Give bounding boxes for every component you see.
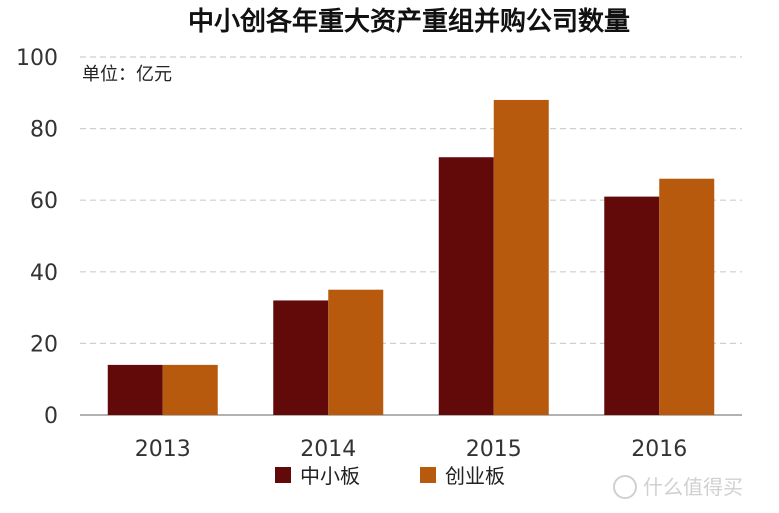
- x-tick-label: 2015: [466, 437, 522, 462]
- chart-title: 中小创各年重大资产重组并购公司数量: [188, 6, 630, 37]
- y-tick-label: 80: [30, 118, 58, 143]
- watermark: 什么值得买: [613, 475, 743, 499]
- bar-2015-series-0: [438, 157, 494, 416]
- y-tick-label: 100: [16, 46, 58, 71]
- watermark-text: 什么值得买: [643, 475, 743, 499]
- legend-label-chuangyeban: 创业板: [445, 464, 505, 488]
- bar-2013-series-1: [162, 364, 218, 415]
- legend-swatch-zhongxiaoban: [275, 467, 291, 483]
- y-tick-label: 40: [30, 261, 58, 286]
- legend-label-zhongxiaoban: 中小板: [300, 464, 360, 488]
- y-tick-label: 60: [30, 189, 58, 214]
- x-tick-label: 2014: [300, 437, 356, 462]
- x-tick-label: 2013: [135, 437, 191, 462]
- logo-icon: [613, 475, 637, 499]
- x-axis-ticks: 2013 2014 2015 2016: [135, 437, 688, 462]
- legend: 中小板 创业板: [275, 464, 505, 488]
- y-axis-ticks: 0 20 40 60 80 100: [16, 46, 58, 429]
- bar-2014-series-0: [273, 300, 329, 415]
- bar-2014-series-1: [328, 289, 384, 415]
- bar-2013-series-0: [107, 364, 163, 415]
- bar-2015-series-1: [493, 99, 549, 416]
- legend-swatch-chuangyeban: [420, 467, 436, 483]
- y-tick-label: 0: [44, 404, 58, 429]
- bar-2016-series-0: [604, 196, 660, 415]
- bar-2016-series-1: [659, 178, 715, 415]
- x-tick-label: 2016: [631, 437, 687, 462]
- bars: [107, 99, 715, 416]
- unit-label: 单位：亿元: [82, 64, 172, 85]
- y-tick-label: 20: [30, 332, 58, 357]
